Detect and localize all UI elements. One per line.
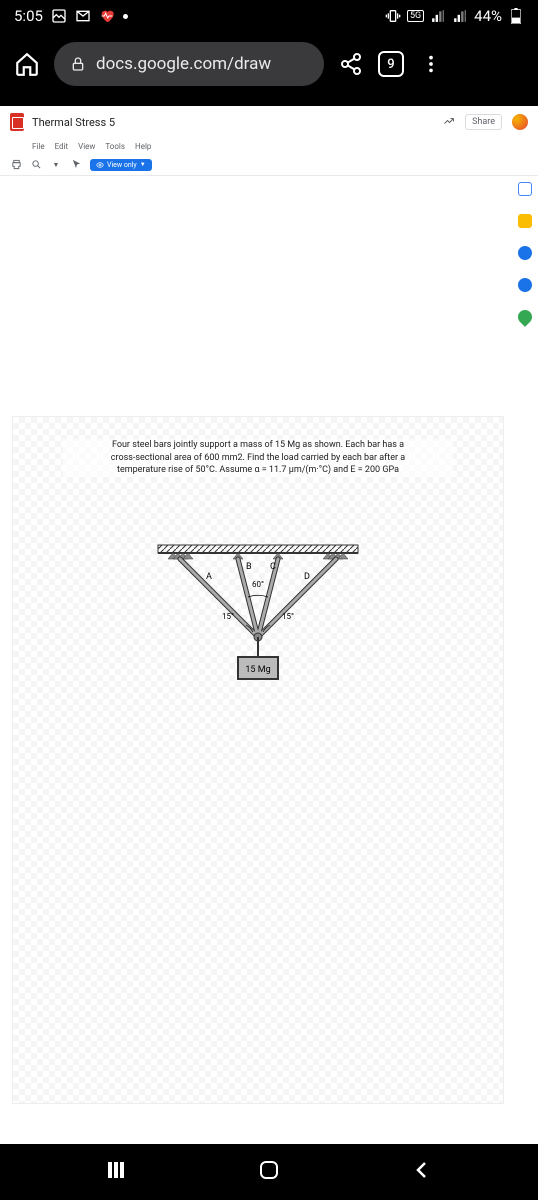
home-button[interactable]: [257, 1158, 281, 1186]
battery-icon: [508, 8, 524, 24]
doc-menu-bar: File Edit View Tools Help: [0, 138, 538, 154]
document-viewport: Thermal Stress 5 Share File Edit View To…: [0, 106, 538, 1144]
recents-button[interactable]: [104, 1158, 128, 1186]
more-menu-icon[interactable]: [418, 51, 444, 77]
gmail-icon: [75, 8, 91, 24]
doc-header: Thermal Stress 5 Share: [0, 106, 538, 138]
gallery-icon: [51, 8, 67, 24]
menu-edit[interactable]: Edit: [55, 142, 69, 151]
svg-text:15°: 15°: [222, 612, 234, 621]
doc-title[interactable]: Thermal Stress 5: [32, 116, 115, 129]
side-panel: [516, 182, 534, 324]
status-bar: 5:05 5G 44%: [0, 0, 538, 32]
health-icon: [99, 8, 115, 24]
status-time: 5:05: [14, 7, 43, 25]
problem-line-2: cross-sectional area of 600 mm2. Find th…: [63, 452, 453, 465]
svg-text:15°: 15°: [282, 612, 294, 621]
browser-toolbar: docs.google.com/draw 9: [0, 32, 538, 96]
system-nav-bar: [0, 1144, 538, 1200]
doc-toolbar: ▼ View only ▼: [0, 154, 538, 176]
share-button[interactable]: Share: [465, 114, 502, 130]
cursor-icon[interactable]: [70, 159, 82, 171]
svg-text:60°: 60°: [252, 580, 264, 589]
svg-text:A: A: [206, 572, 212, 582]
contacts-side-icon[interactable]: [518, 278, 532, 292]
signal-2-icon: [452, 8, 468, 24]
user-avatar[interactable]: [512, 114, 528, 130]
menu-help[interactable]: Help: [135, 142, 151, 151]
view-only-label: View only: [107, 161, 137, 169]
svg-text:D: D: [304, 572, 310, 582]
trending-icon[interactable]: [443, 115, 455, 130]
chevron-down-icon[interactable]: ▼: [50, 159, 62, 171]
calendar-side-icon[interactable]: [518, 182, 532, 196]
signal-1-icon: [430, 8, 446, 24]
battery-pct: 44%: [474, 7, 502, 25]
problem-line-3: temperature rise of 50°C. Assume α = 11.…: [63, 464, 453, 477]
vibrate-icon: [385, 8, 401, 24]
mass-label: 15 Mg: [245, 665, 270, 675]
zoom-icon[interactable]: [30, 159, 42, 171]
svg-text:B: B: [246, 562, 252, 572]
drawing-canvas[interactable]: Four steel bars jointly support a mass o…: [0, 176, 516, 1144]
share-icon[interactable]: [338, 51, 364, 77]
problem-statement: Four steel bars jointly support a mass o…: [63, 439, 453, 477]
tasks-side-icon[interactable]: [518, 246, 532, 260]
keep-side-icon[interactable]: [518, 214, 532, 228]
network-type: 5G: [407, 10, 424, 22]
lock-icon: [70, 56, 86, 72]
maps-side-icon[interactable]: [515, 307, 535, 327]
print-icon[interactable]: [10, 159, 22, 171]
truss-diagram: 15 Mg A B C D 60° 15° 15°: [128, 537, 388, 697]
back-button[interactable]: [410, 1158, 434, 1186]
tab-switcher[interactable]: 9: [378, 51, 404, 77]
tab-count-value: 9: [387, 57, 394, 72]
svg-text:C: C: [270, 562, 276, 572]
view-only-badge[interactable]: View only ▼: [90, 159, 152, 171]
problem-line-1: Four steel bars jointly support a mass o…: [63, 439, 453, 452]
url-bar[interactable]: docs.google.com/draw: [54, 42, 324, 86]
more-notifications-dot: [123, 14, 128, 19]
drawing-page: Four steel bars jointly support a mass o…: [12, 416, 504, 1104]
drawings-logo-icon[interactable]: [10, 113, 24, 131]
menu-file[interactable]: File: [32, 142, 45, 151]
menu-view[interactable]: View: [78, 142, 95, 151]
home-icon[interactable]: [14, 51, 40, 77]
menu-tools[interactable]: Tools: [105, 142, 125, 151]
url-text: docs.google.com/draw: [96, 54, 271, 74]
